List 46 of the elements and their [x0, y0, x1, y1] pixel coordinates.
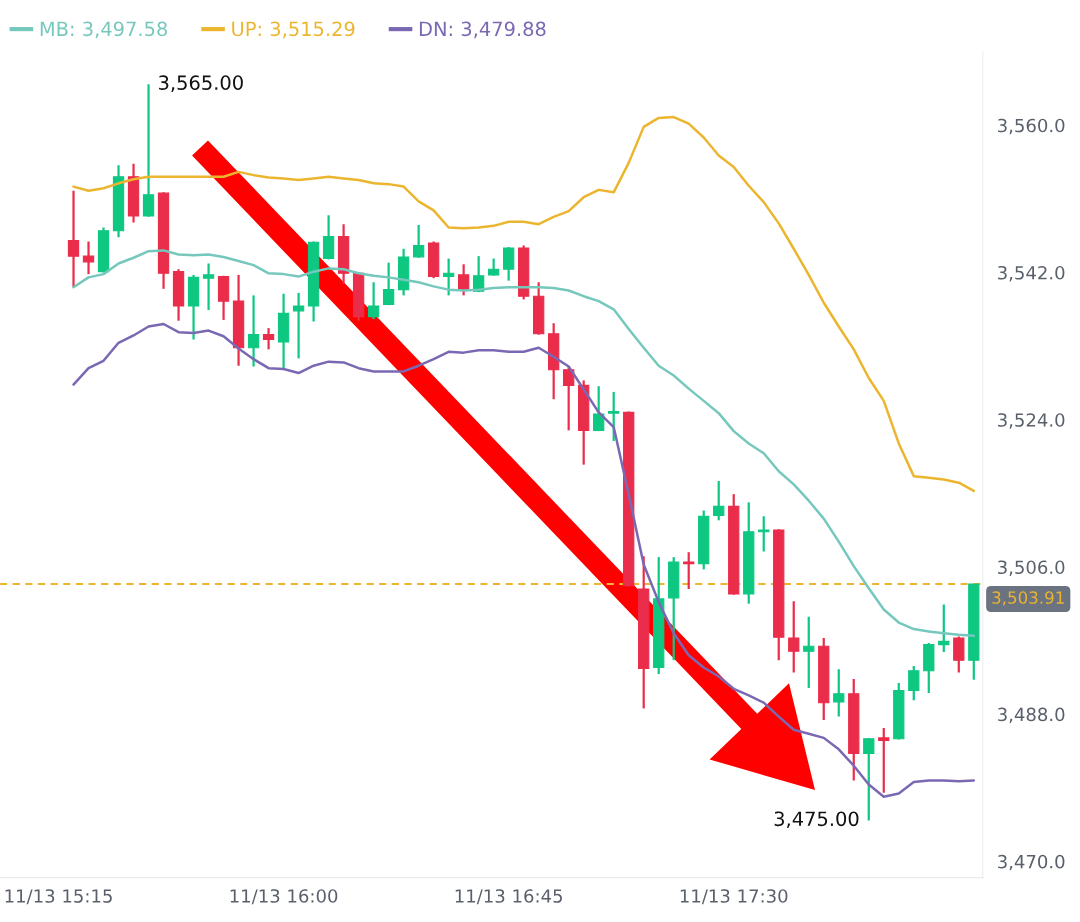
y-tick-label: 3,470.0: [998, 854, 1065, 871]
candlestick: [457, 263, 470, 297]
candlestick: [713, 479, 725, 522]
candlestick: [953, 635, 965, 674]
candlestick: [247, 294, 260, 368]
candlestick: [382, 261, 395, 307]
candlestick: [683, 551, 695, 591]
candlestick: [262, 326, 275, 351]
y-tick-label: 3,560.0: [998, 118, 1065, 135]
candlestick: [863, 736, 875, 822]
candlestick: [442, 257, 455, 297]
candlestick: [758, 515, 770, 553]
y-tick-label: 3,524.0: [998, 413, 1065, 429]
candlestick: [412, 223, 425, 259]
candlestick: [593, 385, 605, 433]
candlestick: [322, 214, 335, 261]
line-series: [72, 249, 976, 638]
candlestick: [788, 600, 800, 674]
candlestick: [292, 291, 305, 360]
x-tick-label: 11/13 17:30: [680, 889, 788, 905]
candlestick: [833, 668, 845, 718]
legend-label: MB: 3,497.58: [40, 21, 167, 39]
ref-line-label: 3,503.91: [992, 591, 1064, 606]
x-tick-label: 11/13 16:00: [230, 889, 338, 905]
candlestick: [608, 390, 620, 443]
x-tick-label: 11/13 15:15: [5, 889, 112, 905]
y-tick-label: 3,542.0: [998, 265, 1065, 282]
candlestick: [82, 240, 95, 276]
y-tick-label: 3,506.0: [998, 560, 1065, 576]
legend-label: DN: 3,479.88: [419, 21, 546, 39]
candlestick: [908, 664, 920, 702]
legend-label: UP: 3,515.29: [232, 21, 355, 39]
y-tick-label: 3,488.0: [998, 707, 1065, 724]
line-series: [72, 115, 976, 493]
line-series: [72, 322, 976, 799]
candlestick: [142, 83, 155, 218]
annotation: 3,475.00: [774, 811, 859, 829]
x-tick-label: 11/13 16:45: [455, 889, 562, 905]
candlestick: [803, 615, 815, 690]
candlestick: [502, 246, 515, 282]
candlestick: [878, 726, 890, 794]
candlestick: [202, 262, 215, 312]
candlestick: [367, 281, 380, 321]
candlestick: [67, 189, 80, 289]
annotation: 3,565.00: [159, 75, 243, 92]
candlestick: [938, 603, 950, 654]
